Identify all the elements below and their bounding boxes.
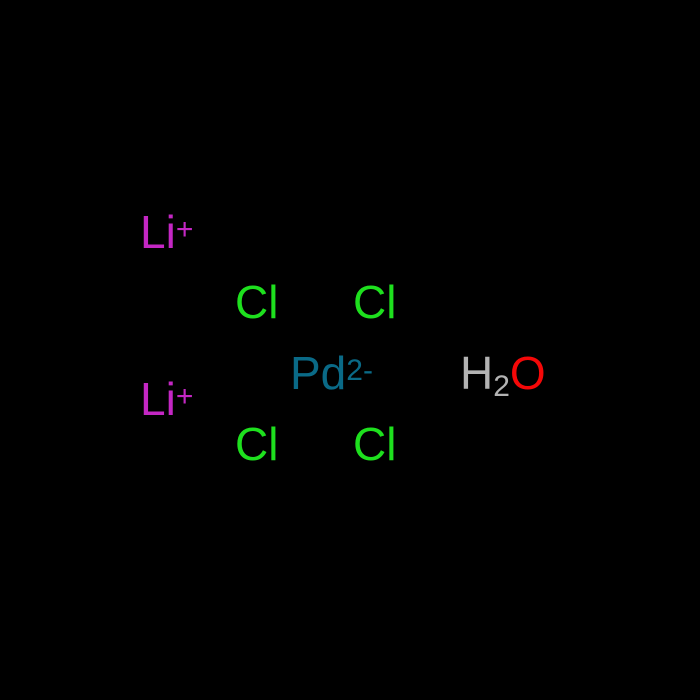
subscript-2: 2 — [493, 370, 510, 403]
element-symbol: Cl — [353, 418, 396, 470]
chlorine-4: Cl — [353, 417, 396, 471]
chlorine-2: Cl — [353, 275, 396, 329]
oxygen-symbol: O — [510, 347, 546, 399]
lithium-ion-2: Li+ — [140, 372, 193, 426]
charge-label: + — [176, 213, 194, 246]
water-molecule: H2O — [460, 346, 546, 401]
charge-label: 2- — [346, 354, 373, 387]
molecule-diagram: Li+ Li+ Cl Cl Cl Cl Pd2- H2O — [0, 0, 700, 700]
hydrogen-symbol: H — [460, 347, 493, 399]
palladium-ion: Pd2- — [290, 346, 373, 400]
element-symbol: Li — [140, 206, 176, 258]
element-symbol: Cl — [235, 418, 278, 470]
element-symbol: Pd — [290, 347, 346, 399]
lithium-ion-1: Li+ — [140, 205, 193, 259]
element-symbol: Cl — [235, 276, 278, 328]
chlorine-1: Cl — [235, 275, 278, 329]
chlorine-3: Cl — [235, 417, 278, 471]
element-symbol: Li — [140, 373, 176, 425]
charge-label: + — [176, 380, 194, 413]
element-symbol: Cl — [353, 276, 396, 328]
